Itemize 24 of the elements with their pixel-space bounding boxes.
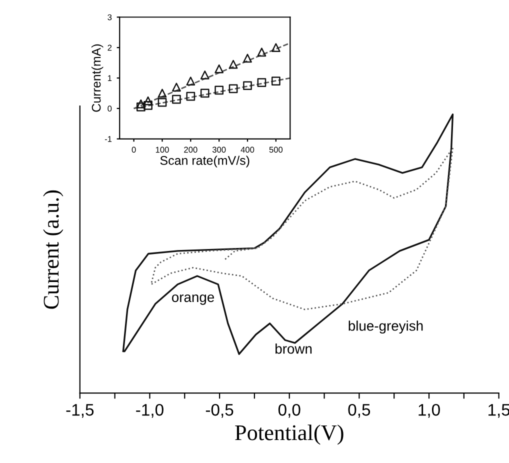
x-tick-label: -1,5 [66,404,94,418]
y-axis-title: Current (a.u.) [43,190,64,309]
x-axis-title: Scan rate(mV/s) [160,156,250,168]
annotation: blue-greyish [348,320,423,334]
annotation: brown [276,344,312,354]
x-tick-label: 0 [132,146,136,153]
x-tick-label: 0,5 [348,404,370,418]
x-tick-label: -1,0 [136,404,164,418]
y-tick-label: 0 [108,106,112,112]
x-axis-title: Potential(V) [235,424,344,445]
x-tick-label: 200 [184,146,198,153]
x-tick-label: 400 [240,146,254,153]
y-tick-label: 2 [108,44,112,51]
x-tick-label: 500 [269,146,283,153]
x-tick-label: -0,5 [206,404,234,418]
x-tick-label: 1,0 [418,404,440,418]
x-tick-label: 100 [156,146,169,153]
y-tick-label: -1 [104,136,112,142]
x-tick-label: 300 [212,146,226,153]
y-tick-label: 3 [108,14,112,20]
x-tick-label: 0,0 [278,404,300,418]
y-tick-label: 1 [108,75,112,82]
annotation: orange [172,294,214,305]
y-axis-title: Current(mA) [92,44,104,112]
